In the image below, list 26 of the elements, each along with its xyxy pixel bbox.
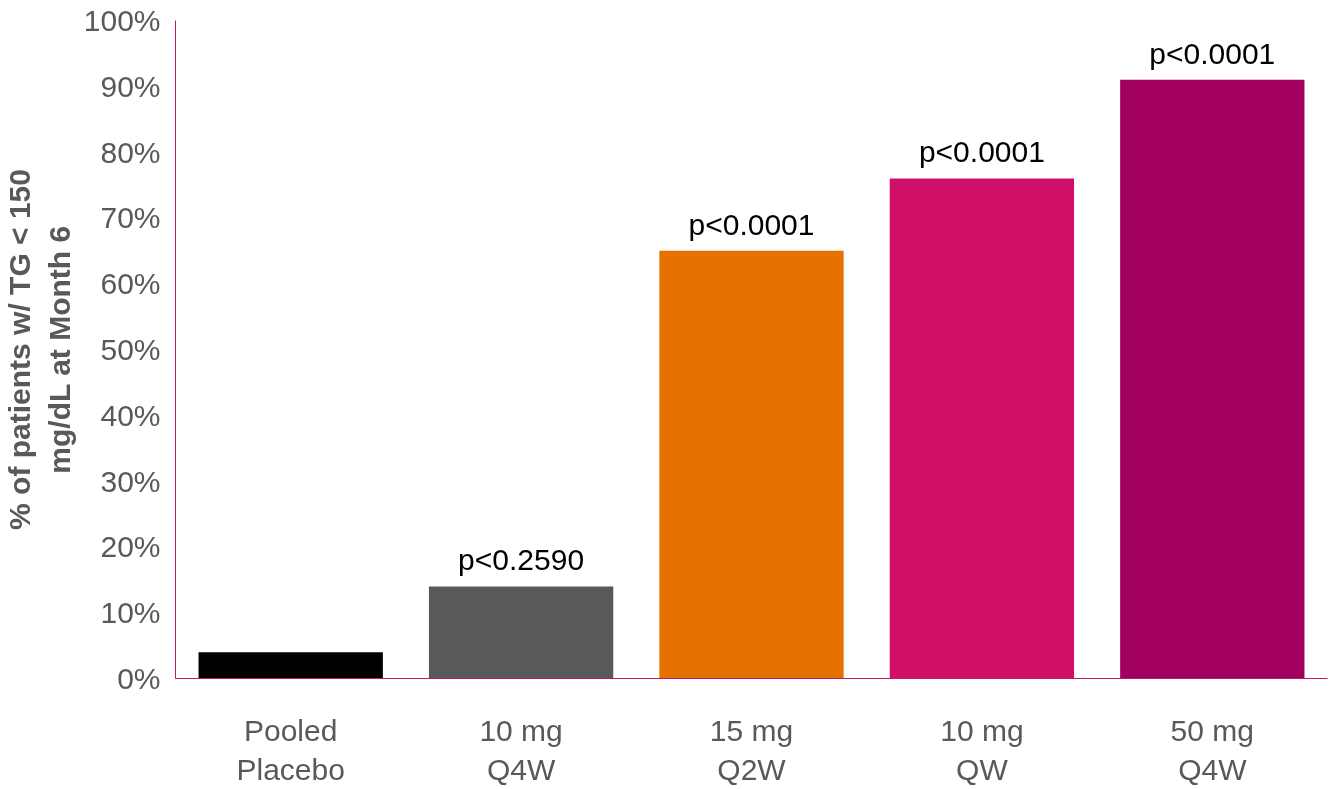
y-tick-label: 50% (100, 333, 161, 366)
y-tick-label: 40% (100, 398, 161, 432)
annotation: p<0.0001 (918, 135, 1045, 169)
bar (1120, 79, 1305, 679)
bar (428, 586, 614, 679)
annotation: p<0.0001 (1149, 36, 1276, 70)
x-tick-label: Pooled Placebo (236, 713, 345, 787)
y-tick-label: 0% (117, 662, 161, 695)
y-tick-label: 20% (100, 530, 161, 564)
y-tick-label: 10% (100, 596, 161, 630)
y-tick-label: 60% (100, 267, 161, 301)
y-tick-label: 30% (100, 464, 161, 498)
y-tick-label: 90% (100, 69, 161, 103)
annotation: p<0.0001 (688, 207, 815, 241)
y-tick-label: 100% (83, 4, 161, 37)
y-tick-label: 70% (100, 201, 161, 235)
y-axis-title: % of patients w/ TG < 150 mg/dL at Month 6 (3, 169, 76, 530)
x-tick-label: 50 mg Q4W (1170, 713, 1254, 787)
x-tick-label: 10 mg QW (940, 713, 1024, 787)
bar (889, 178, 1075, 679)
y-tick-label: 80% (100, 135, 161, 169)
x-tick-label: 15 mg Q2W (709, 713, 794, 787)
annotation: p<0.2590 (458, 543, 585, 577)
bar (659, 250, 844, 679)
bar (198, 652, 383, 679)
x-tick-label: 10 mg Q4W (479, 713, 563, 787)
